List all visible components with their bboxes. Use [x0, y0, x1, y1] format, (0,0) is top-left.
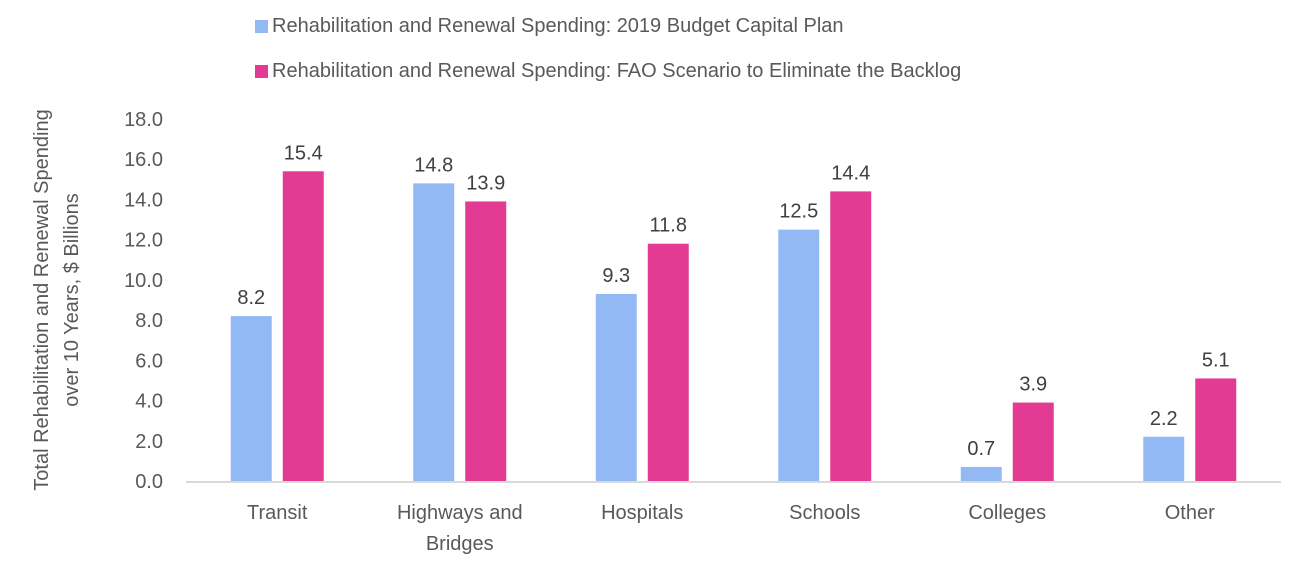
legend-item-fao-scenario: Rehabilitation and Renewal Spending: FAO… — [255, 55, 961, 87]
bar-fao-scenario — [282, 171, 324, 482]
bars — [230, 171, 1237, 482]
data-label: 8.2 — [237, 287, 265, 309]
x-category-label: Hospitals — [601, 502, 683, 524]
bar-fao-scenario — [1195, 378, 1237, 481]
x-category-label: Schools — [789, 502, 860, 524]
y-tick-label: 18.0 — [124, 109, 163, 131]
y-axis-ticks: 0.0 2.0 4.0 6.0 8.0 10.0 12.0 14.0 16.0 18.0 — [124, 109, 163, 493]
data-label: 9.3 — [602, 265, 630, 287]
data-label: 14.8 — [414, 154, 453, 176]
x-category-label: Bridges — [426, 533, 494, 555]
bar-budget-capital-plan — [230, 316, 272, 481]
y-tick-label: 0.0 — [135, 471, 163, 493]
x-category-label: Other — [1165, 502, 1215, 524]
data-label: 15.4 — [284, 142, 323, 164]
bar-budget-capital-plan — [595, 293, 637, 481]
y-tick-label: 14.0 — [124, 189, 163, 211]
bar-budget-capital-plan — [960, 466, 1002, 481]
legend-swatch-fao-scenario — [255, 64, 268, 78]
data-label: 2.2 — [1150, 408, 1178, 430]
x-category-label: Colleges — [968, 502, 1046, 524]
legend-label-fao-scenario: Rehabilitation and Renewal Spending: FAO… — [272, 59, 962, 82]
data-label: 11.8 — [650, 215, 687, 237]
legend-label-budget-capital-plan: Rehabilitation and Renewal Spending: 201… — [272, 14, 844, 37]
bar-fao-scenario — [465, 201, 507, 481]
y-axis-title: Total Rehabilitation and Renewal Spendin… — [31, 109, 83, 490]
y-axis-title-line: Total Rehabilitation and Renewal Spendin… — [31, 109, 53, 490]
data-label: 12.5 — [779, 201, 818, 223]
data-label: 3.9 — [1019, 374, 1047, 396]
category-labels: Transit Highways and Bridges Hospitals Schoo… — [247, 502, 1215, 555]
data-label: 14.4 — [831, 162, 870, 184]
y-tick-label: 16.0 — [124, 149, 163, 171]
x-category-label: Highways and — [397, 502, 523, 524]
chart-legend: Rehabilitation and Renewal Spending: 201… — [255, 10, 961, 100]
x-category-label: Transit — [247, 502, 308, 524]
bar-fao-scenario — [1012, 402, 1054, 481]
y-tick-label: 8.0 — [135, 310, 163, 332]
bar-fao-scenario — [830, 191, 872, 481]
data-label: 0.7 — [967, 438, 995, 460]
data-label: 13.9 — [466, 172, 505, 194]
y-tick-label: 12.0 — [124, 230, 163, 252]
y-tick-label: 10.0 — [124, 270, 163, 292]
data-label: 5.1 — [1202, 349, 1230, 371]
y-tick-label: 6.0 — [135, 350, 163, 372]
legend-item-budget-capital-plan: Rehabilitation and Renewal Spending: 201… — [255, 10, 961, 42]
bar-budget-capital-plan — [778, 229, 820, 481]
data-labels: 8.2 15.4 14.8 13.9 9.3 11.8 12.5 14.4 0.7 3.9 2.2 5… — [237, 142, 1229, 460]
bar-budget-capital-plan — [413, 183, 455, 481]
bar-fao-scenario — [647, 243, 689, 481]
y-axis-title-line: over 10 Years, $ Billions — [61, 193, 83, 406]
y-tick-label: 4.0 — [135, 391, 163, 413]
legend-swatch-budget-capital-plan — [255, 19, 268, 33]
y-tick-label: 2.0 — [135, 431, 163, 453]
bar-budget-capital-plan — [1143, 436, 1185, 481]
